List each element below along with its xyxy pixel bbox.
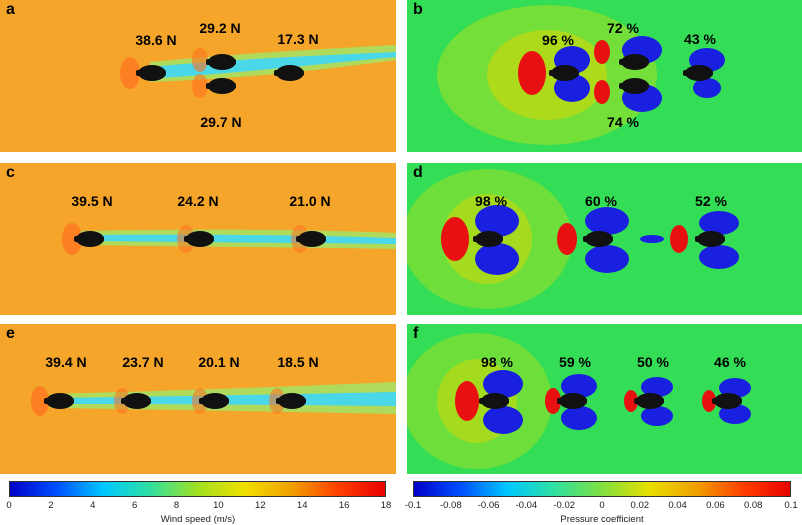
percent-label: 72 %	[607, 20, 639, 36]
rider-b4	[683, 65, 713, 81]
pressure-tick-label: 0.02	[630, 500, 650, 511]
pressure-tick-label: 0.08	[743, 500, 763, 511]
force-label: 39.4 N	[45, 354, 87, 370]
percent-label: 52 %	[695, 193, 727, 209]
pressure-tick-label: -0.1	[404, 500, 422, 511]
force-label: 17.3 N	[277, 31, 319, 47]
force-label: 20.1 N	[198, 354, 240, 370]
rider-f2	[557, 393, 587, 409]
panel-a: a 38.6 N 29.2 N 17.3 N 29.7 N	[0, 0, 396, 152]
wind-tick-label: 18	[380, 500, 392, 511]
panel-f: f 98 % 59 % 50 % 46 %	[407, 324, 802, 474]
rider-a4	[274, 65, 304, 81]
rider-b2	[619, 54, 649, 70]
force-label: 18.5 N	[277, 354, 319, 370]
wind-tick-label: 16	[338, 500, 350, 511]
wind-tick-label: 10	[213, 500, 224, 511]
panel-label: e	[6, 325, 15, 342]
panel-e: e 39.4 N 23.7 N 20.1 N 18.5 N	[0, 324, 396, 474]
rider-e1	[44, 393, 74, 409]
rider-b1	[549, 65, 579, 81]
wind-field-e	[0, 324, 396, 474]
rider-e2	[121, 393, 151, 409]
rider-c3	[296, 231, 326, 247]
panel-label: a	[6, 1, 15, 18]
percent-label: 50 %	[637, 354, 669, 370]
wind-tick-label: 8	[173, 500, 180, 511]
force-label: 23.7 N	[122, 354, 164, 370]
rider-a2	[206, 54, 236, 70]
pressure-tick-label: -0.04	[515, 500, 538, 511]
rider-f4	[712, 393, 742, 409]
panel-label: b	[413, 1, 423, 18]
wind-speed-title: Wind speed (m/s)	[160, 514, 236, 525]
pressure-tick-label: 0.06	[706, 500, 725, 511]
wind-speed-colorbar	[9, 481, 386, 497]
pressure-field-d	[407, 163, 802, 315]
percent-label: 96 %	[542, 32, 574, 48]
rider-a1	[136, 65, 166, 81]
pressure-tick-label: 0.04	[668, 500, 687, 511]
wind-field-c	[0, 163, 396, 315]
pressure-field-f	[407, 324, 802, 474]
rider-e3	[199, 393, 229, 409]
rider-a3	[206, 78, 236, 94]
force-label: 21.0 N	[289, 193, 331, 209]
rider-b3	[619, 78, 649, 94]
force-label: 39.5 N	[71, 193, 113, 209]
pressure-tick-label: -0.02	[553, 500, 576, 511]
panel-label: c	[6, 164, 15, 181]
rider-d3	[695, 231, 725, 247]
pressure-tick-label: 0.1	[784, 500, 798, 511]
rider-f3	[634, 393, 664, 409]
wind-tick-label: 4	[90, 500, 96, 511]
force-label: 24.2 N	[177, 193, 219, 209]
wind-field-a	[0, 0, 396, 152]
pressure-field-b	[407, 0, 802, 152]
rider-f1	[479, 393, 509, 409]
pressure-tick-label: -0.06	[477, 500, 500, 511]
percent-label: 46 %	[714, 354, 746, 370]
percent-label: 98 %	[475, 193, 507, 209]
panel-label: d	[413, 164, 423, 181]
percent-label: 60 %	[585, 193, 617, 209]
rider-c2	[184, 231, 214, 247]
panel-b: b 96 % 72 % 43 % 74 %	[407, 0, 802, 152]
wind-tick-label: 6	[132, 500, 138, 511]
pressure-tick-label: 0	[599, 500, 605, 511]
rider-e4	[276, 393, 306, 409]
pressure-coefficient-title: Pressure coefficient	[560, 514, 644, 525]
wind-tick-label: 12	[255, 500, 266, 511]
force-label: 29.7 N	[200, 114, 242, 130]
panel-c: c 39.5 N 24.2 N 21.0 N	[0, 163, 396, 315]
rider-d1	[473, 231, 503, 247]
wind-tick-label: 2	[48, 500, 54, 511]
panel-d: d 98 % 60 % 52 %	[407, 163, 802, 315]
wind-tick-label: 14	[296, 500, 308, 511]
pressure-tick-label: -0.08	[439, 500, 462, 511]
percent-label: 74 %	[607, 114, 639, 130]
percent-label: 98 %	[481, 354, 513, 370]
force-label: 38.6 N	[135, 32, 177, 48]
rider-c1	[74, 231, 104, 247]
percent-label: 59 %	[559, 354, 591, 370]
percent-label: 43 %	[684, 31, 716, 47]
panel-label: f	[413, 325, 419, 342]
force-label: 29.2 N	[199, 20, 241, 36]
rider-d2	[583, 231, 613, 247]
pressure-coefficient-colorbar	[413, 481, 791, 497]
wind-tick-label: 0	[6, 500, 12, 511]
